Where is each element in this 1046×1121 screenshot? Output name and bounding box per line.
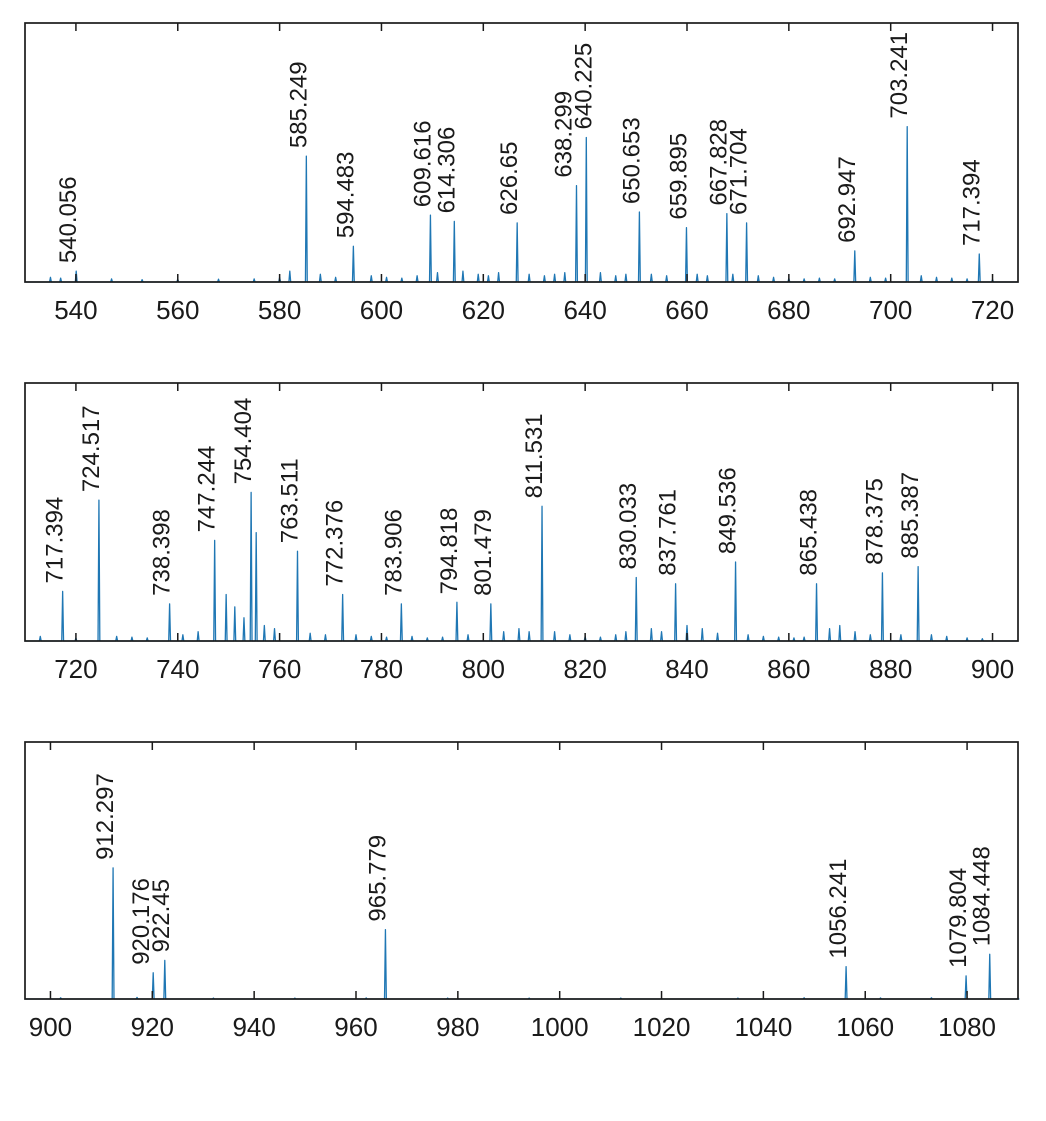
svg-text:614.306: 614.306: [433, 127, 460, 214]
svg-text:740: 740: [156, 654, 199, 684]
svg-text:754.404: 754.404: [230, 398, 257, 485]
svg-text:703.241: 703.241: [886, 32, 913, 119]
svg-text:837.761: 837.761: [655, 489, 682, 576]
svg-text:772.376: 772.376: [322, 500, 349, 587]
svg-text:820: 820: [563, 654, 606, 684]
svg-text:878.375: 878.375: [861, 478, 888, 565]
svg-text:912.297: 912.297: [92, 773, 119, 860]
svg-text:724.517: 724.517: [78, 405, 105, 492]
svg-text:865.438: 865.438: [796, 489, 823, 576]
svg-text:900: 900: [29, 1012, 72, 1042]
svg-text:738.398: 738.398: [149, 509, 176, 596]
svg-text:585.249: 585.249: [285, 61, 312, 148]
svg-text:860: 860: [767, 654, 810, 684]
svg-text:880: 880: [869, 654, 912, 684]
svg-text:640.225: 640.225: [570, 43, 597, 130]
svg-text:830.033: 830.033: [615, 483, 642, 570]
svg-text:717.394: 717.394: [958, 159, 985, 246]
svg-text:680: 680: [767, 295, 810, 325]
svg-text:783.906: 783.906: [380, 509, 407, 596]
svg-text:922.45: 922.45: [148, 879, 175, 952]
svg-text:760: 760: [258, 654, 301, 684]
svg-text:660: 660: [665, 295, 708, 325]
svg-text:747.244: 747.244: [194, 446, 221, 533]
svg-text:626.65: 626.65: [496, 142, 523, 215]
svg-text:965.779: 965.779: [364, 835, 391, 922]
svg-text:560: 560: [156, 295, 199, 325]
svg-text:800: 800: [462, 654, 505, 684]
svg-text:717.394: 717.394: [42, 497, 69, 584]
svg-text:849.536: 849.536: [715, 467, 742, 554]
svg-text:540: 540: [54, 295, 97, 325]
svg-text:720: 720: [971, 295, 1014, 325]
svg-text:659.895: 659.895: [665, 133, 692, 220]
svg-text:960: 960: [334, 1012, 377, 1042]
svg-text:650.653: 650.653: [618, 117, 645, 204]
svg-text:840: 840: [665, 654, 708, 684]
svg-text:600: 600: [360, 295, 403, 325]
svg-text:1020: 1020: [633, 1012, 691, 1042]
svg-text:980: 980: [436, 1012, 479, 1042]
svg-text:1084.448: 1084.448: [969, 846, 996, 946]
svg-text:671.704: 671.704: [726, 128, 753, 215]
svg-text:700: 700: [869, 295, 912, 325]
svg-text:1000: 1000: [531, 1012, 589, 1042]
svg-text:763.511: 763.511: [276, 458, 303, 543]
svg-text:920: 920: [131, 1012, 174, 1042]
svg-text:940: 940: [232, 1012, 275, 1042]
svg-text:620: 620: [462, 295, 505, 325]
svg-text:640: 640: [563, 295, 606, 325]
svg-text:1040: 1040: [734, 1012, 792, 1042]
svg-text:885.387: 885.387: [897, 472, 924, 559]
svg-text:811.531: 811.531: [521, 413, 548, 498]
svg-text:780: 780: [360, 654, 403, 684]
svg-text:540.056: 540.056: [55, 176, 82, 263]
svg-text:1056.241: 1056.241: [825, 859, 852, 959]
svg-text:692.947: 692.947: [834, 156, 861, 243]
svg-text:580: 580: [258, 295, 301, 325]
svg-text:1060: 1060: [836, 1012, 894, 1042]
svg-text:794.818: 794.818: [436, 508, 463, 595]
svg-text:801.479: 801.479: [470, 509, 497, 596]
svg-text:594.483: 594.483: [332, 151, 359, 238]
svg-text:1080: 1080: [938, 1012, 996, 1042]
svg-text:720: 720: [54, 654, 97, 684]
svg-text:900: 900: [971, 654, 1014, 684]
